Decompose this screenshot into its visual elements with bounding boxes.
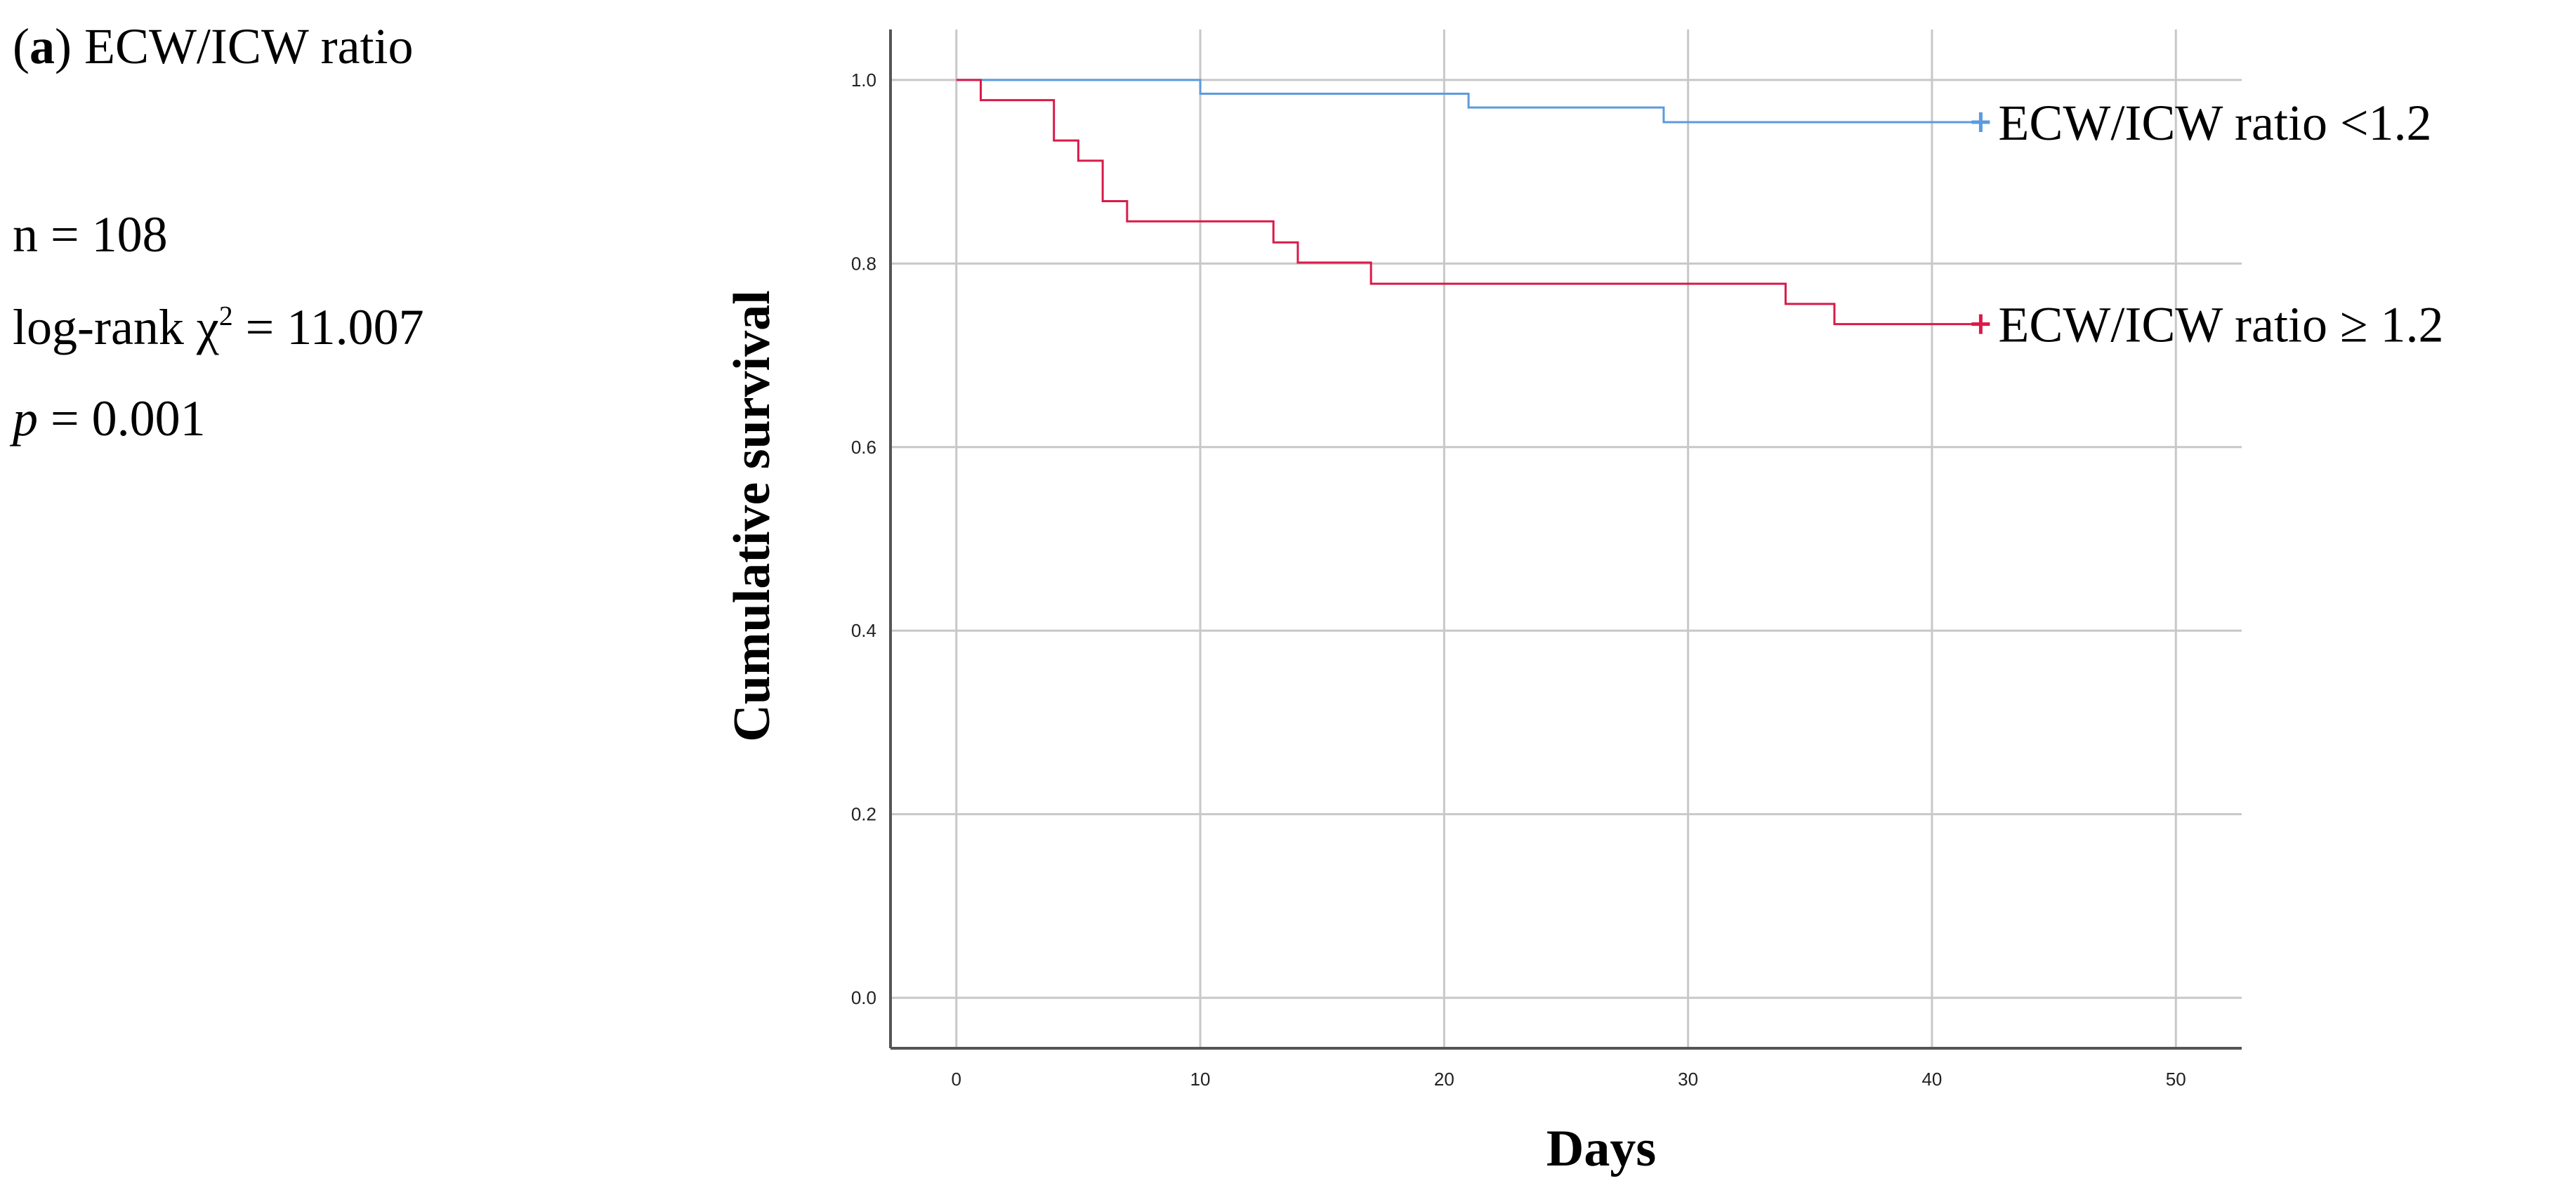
p-symbol: p	[13, 390, 38, 447]
logrank-prefix: log-rank χ	[13, 299, 219, 355]
tick-labels: 0 10 20 30 40 50 0.0 0.2 0.4 0.6 0.8 1.0	[851, 70, 2186, 1090]
survival-curve-1	[956, 79, 1981, 326]
gridlines	[891, 29, 2242, 1048]
series-group	[956, 79, 1990, 334]
x-tick-label: 10	[1190, 1069, 1211, 1090]
p-value: p = 0.001	[13, 393, 206, 444]
plot-axes	[889, 29, 2242, 1050]
legend-label-1: ECW/ICW ratio ≥ 1.2	[1998, 297, 2443, 353]
survival-curve-0	[956, 79, 1981, 124]
legend: ECW/ICW ratio <1.2 ECW/ICW ratio ≥ 1.2	[1998, 95, 2443, 353]
logrank-superscript: 2	[218, 300, 233, 331]
panel-title: (a) ECW/ICW ratio	[13, 18, 414, 74]
x-tick-label: 0	[952, 1069, 961, 1090]
logrank-value: = 11.007	[232, 299, 424, 355]
y-tick-label: 0.6	[851, 437, 876, 458]
x-tick-label: 30	[1678, 1069, 1698, 1090]
logrank-stat: log-rank χ2 = 11.007	[13, 299, 424, 355]
y-tick-label: 0.4	[851, 620, 876, 641]
y-tick-label: 0.8	[851, 253, 876, 274]
y-tick-label: 1.0	[851, 70, 876, 91]
censor-mark-0	[1971, 112, 1990, 133]
x-axis-title: Days	[1546, 1120, 1656, 1177]
legend-label-0: ECW/ICW ratio <1.2	[1998, 95, 2431, 151]
x-tick-label: 20	[1434, 1069, 1454, 1090]
panel-label: a	[29, 18, 55, 74]
y-axis-title: Cumulative survival	[723, 290, 781, 741]
x-tick-label: 50	[2166, 1069, 2186, 1090]
p-value-text: = 0.001	[38, 390, 206, 447]
sample-size: n = 108	[13, 206, 168, 263]
y-tick-label: 0.0	[851, 987, 876, 1008]
y-tick-label: 0.2	[851, 804, 876, 825]
panel-title-text: ECW/ICW ratio	[84, 18, 414, 74]
x-tick-label: 40	[1921, 1069, 1942, 1090]
censor-mark-1	[1971, 314, 1990, 334]
